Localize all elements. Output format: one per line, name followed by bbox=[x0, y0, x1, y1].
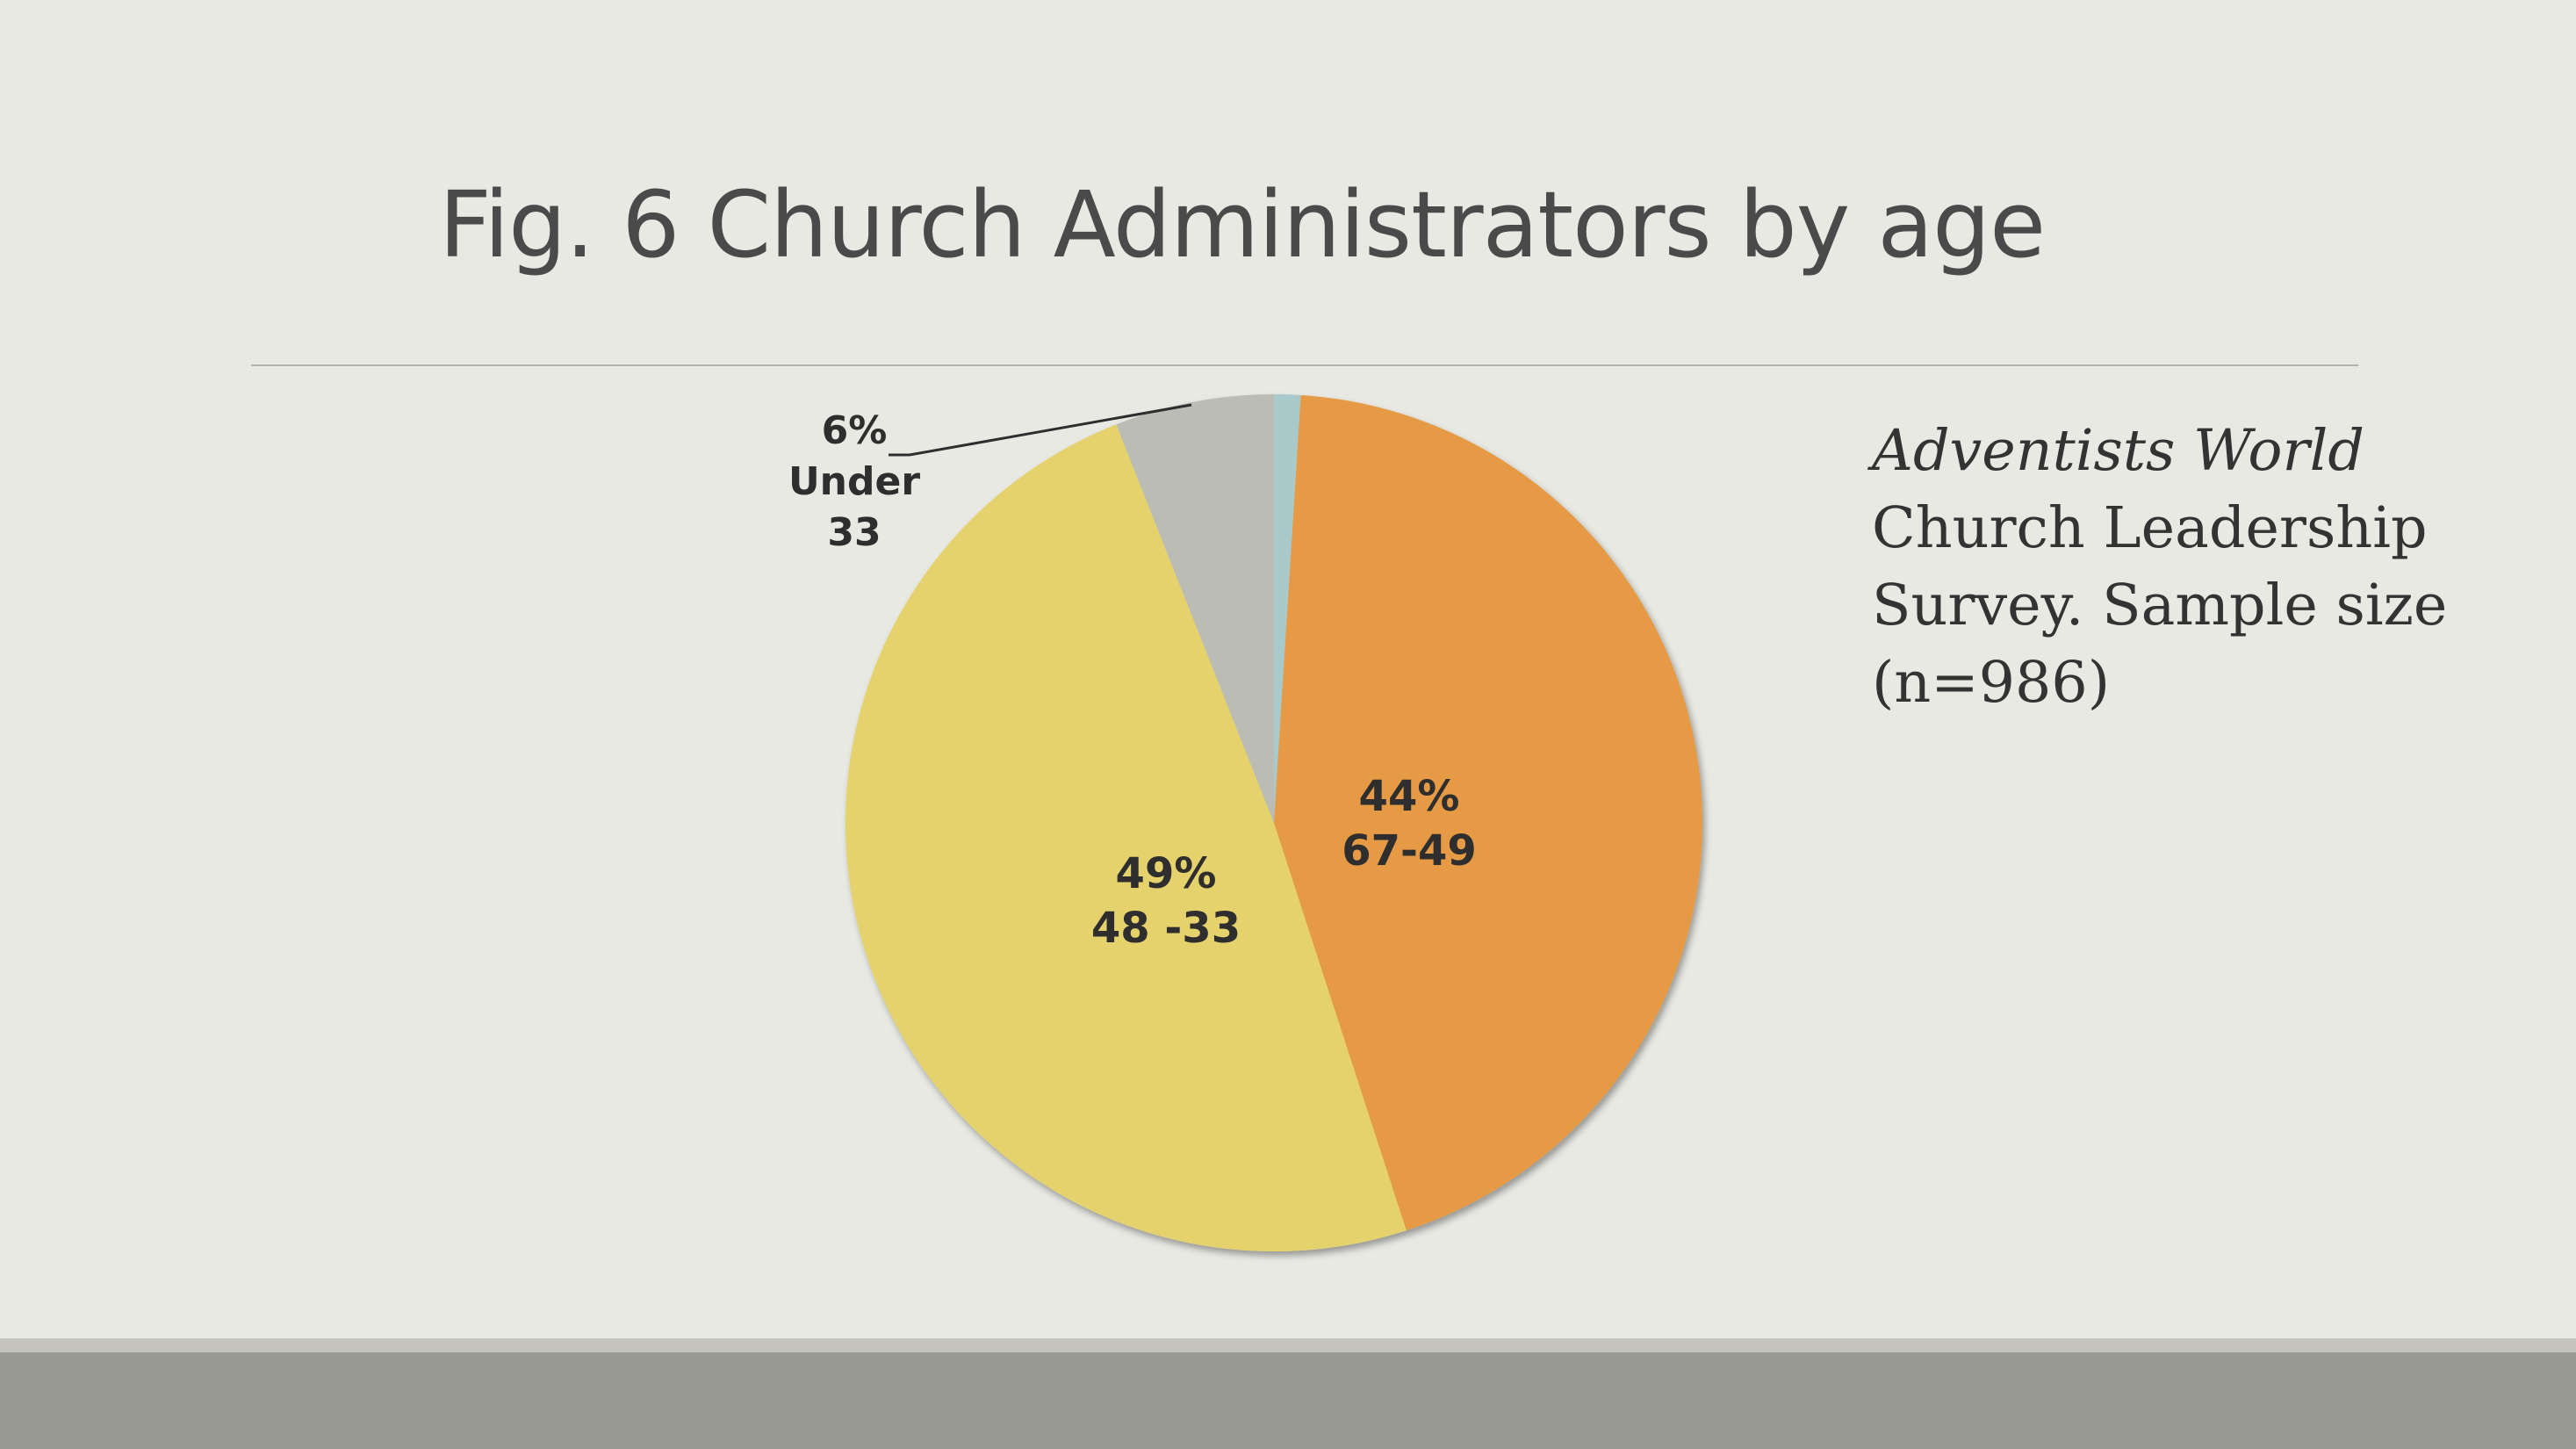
survey-source-title: Adventists World bbox=[1872, 418, 2365, 484]
slice-labels: 6% Under 33 44% 67-49 49% 48 -33 bbox=[788, 408, 1477, 953]
slide-title: Fig. 6 Church Administrators by age bbox=[439, 171, 2046, 278]
slice-label-line: 6% bbox=[822, 408, 888, 453]
slice-label-0: 6% Under 33 bbox=[788, 408, 920, 555]
title-divider bbox=[251, 364, 2358, 366]
pie-slice-67-49 bbox=[1274, 394, 1703, 1231]
footer-band bbox=[0, 1352, 2576, 1449]
pie-slice-unlabeled bbox=[1274, 394, 1301, 823]
slice-label-1: 44% 67-49 bbox=[1342, 772, 1477, 876]
leader-lines bbox=[889, 403, 1192, 457]
slice-label-line: 49% bbox=[1116, 849, 1217, 898]
slice-label-line: 48 -33 bbox=[1091, 904, 1241, 953]
slice-label-line: Under bbox=[788, 459, 920, 504]
survey-note: Adventists World Church Leadership Surve… bbox=[1872, 413, 2539, 722]
slice-label-line: 44% bbox=[1359, 772, 1460, 821]
slice-label-2: 49% 48 -33 bbox=[1091, 849, 1241, 953]
survey-source-details: Church Leadership Survey. Sample size (n… bbox=[1872, 495, 2448, 716]
pie-slice-48-33 bbox=[845, 424, 1407, 1252]
slice-label-line: 67-49 bbox=[1342, 826, 1477, 876]
pie-slice-under33 bbox=[1116, 394, 1274, 823]
slice-label-line: 33 bbox=[827, 510, 881, 555]
leader-line-under-33 bbox=[889, 403, 1192, 457]
pie-slices bbox=[845, 394, 1703, 1252]
footer-strip bbox=[0, 1338, 2576, 1352]
